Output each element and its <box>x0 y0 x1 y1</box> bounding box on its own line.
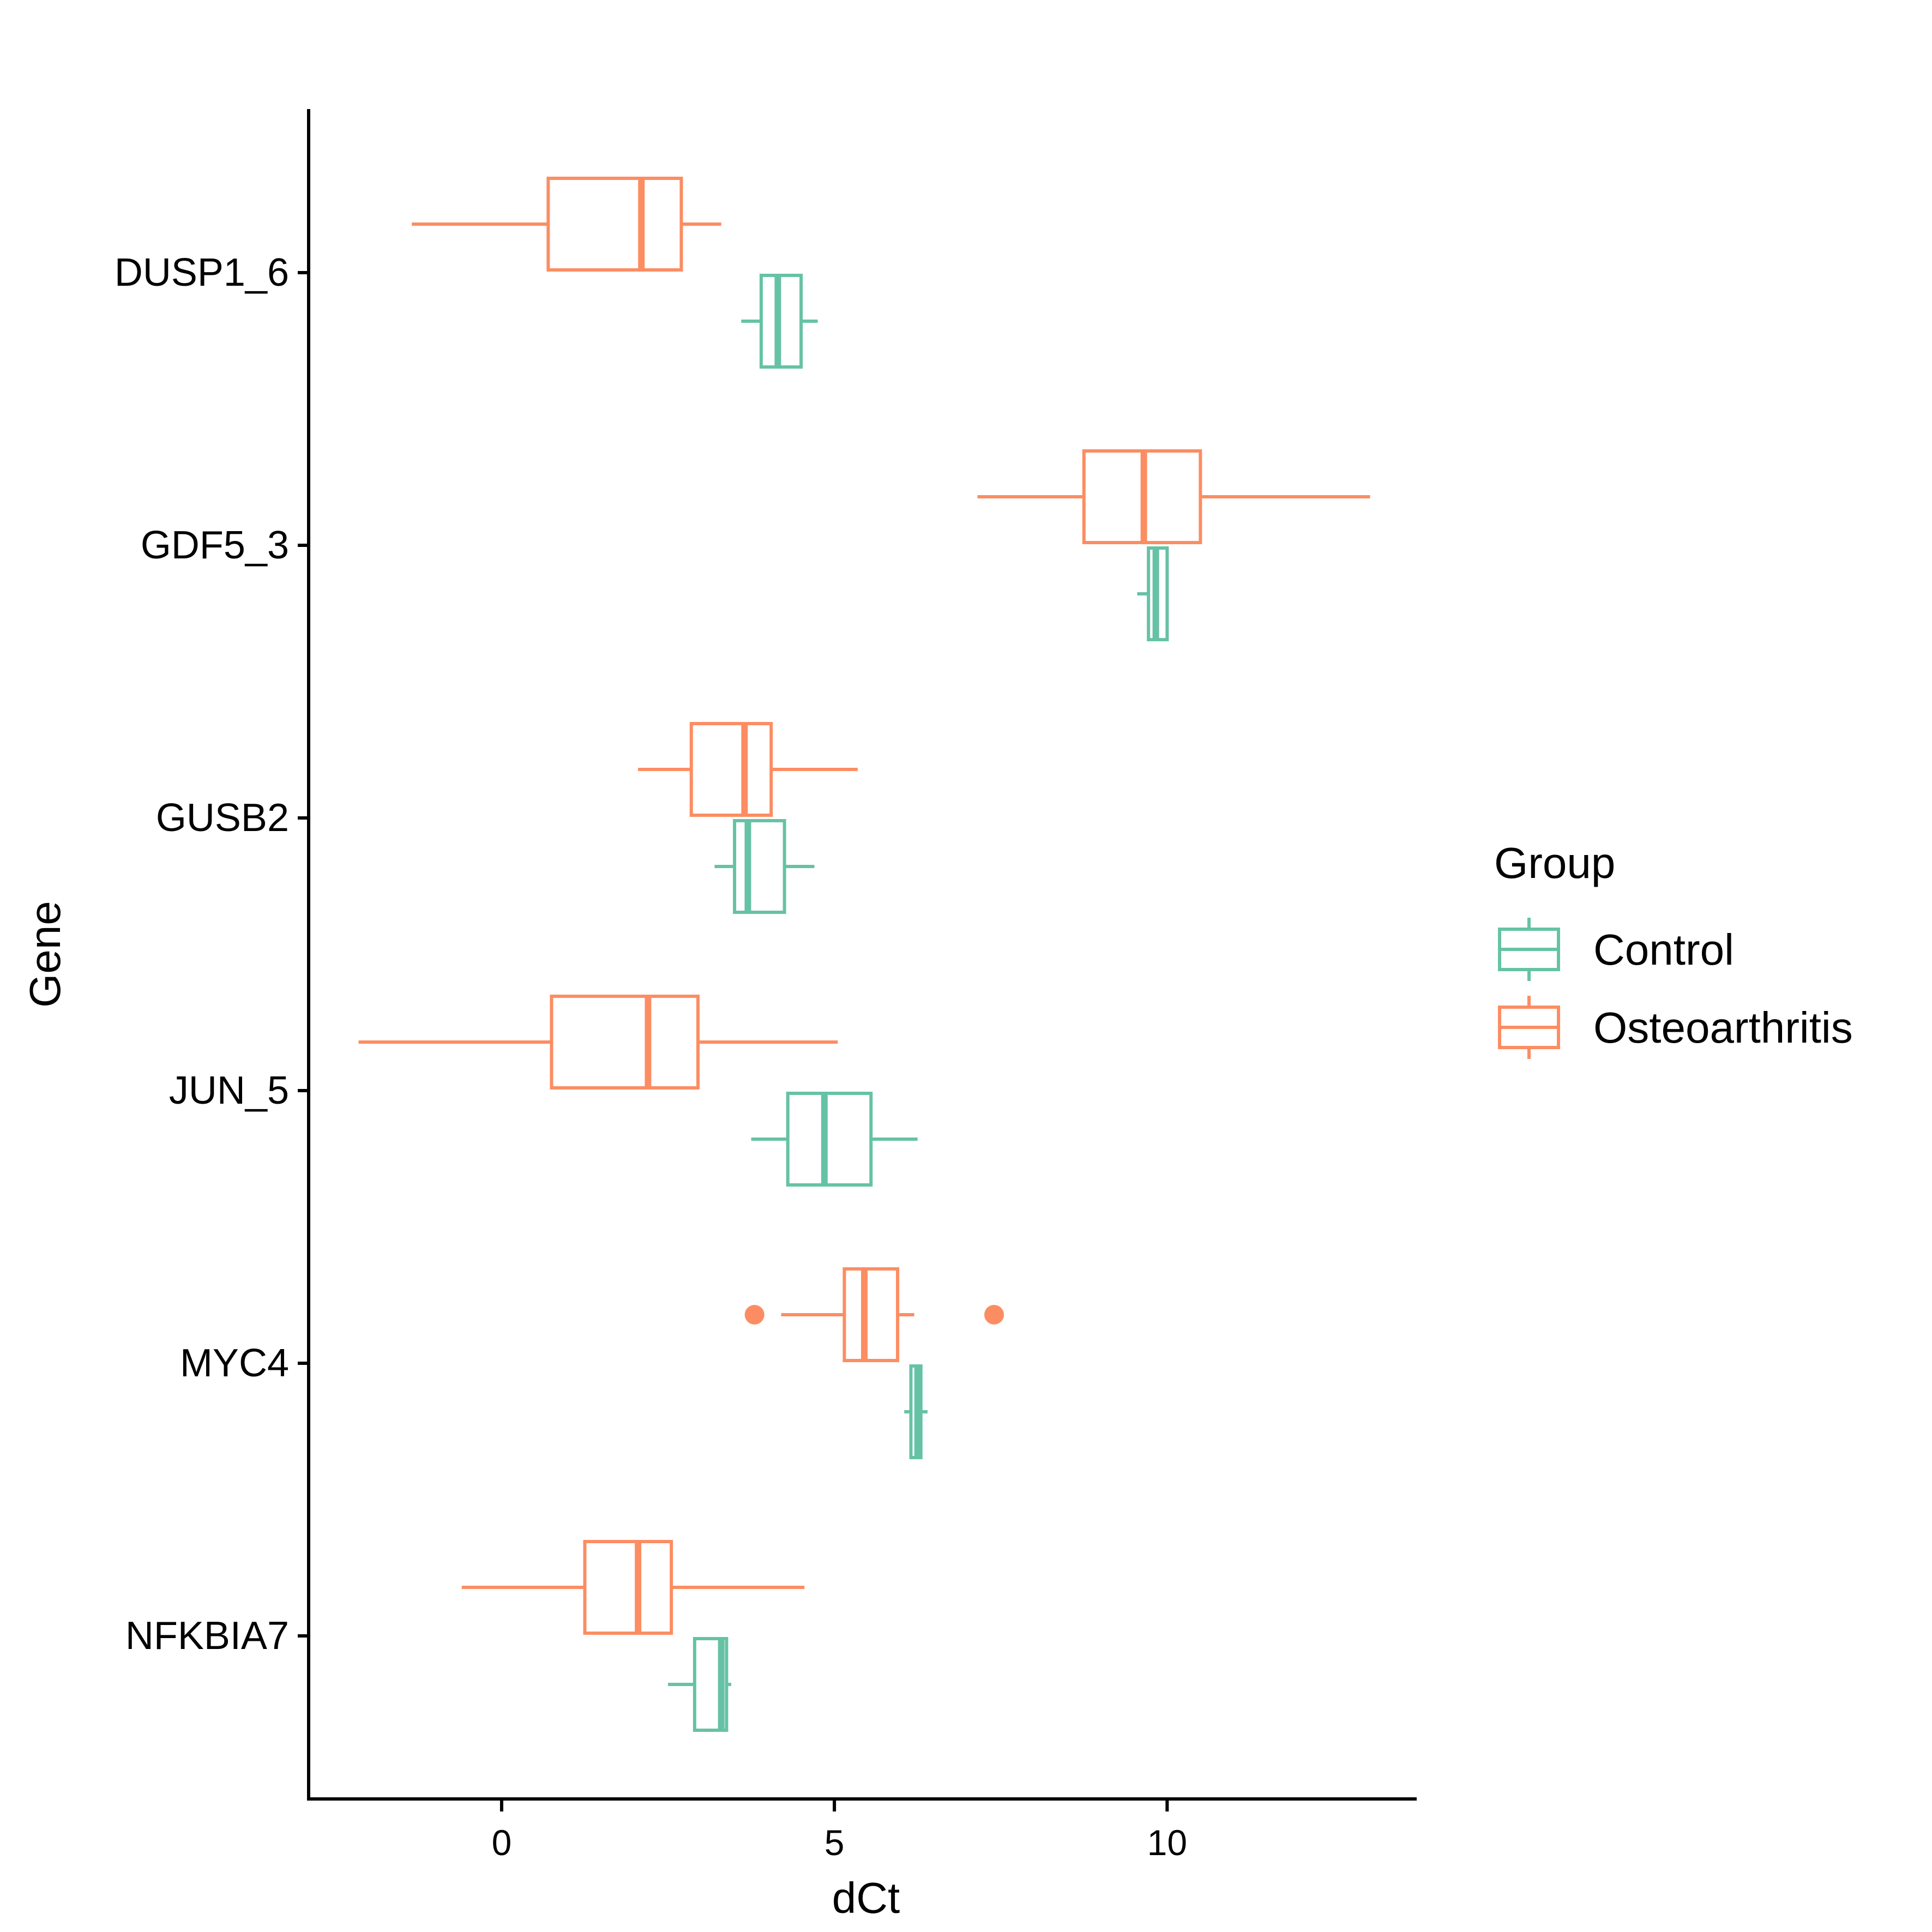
y-tick-label-jun_5: JUN_5 <box>169 1069 289 1112</box>
plot-area <box>358 177 1370 1732</box>
x-tick-label-0: 0 <box>492 1822 512 1863</box>
y-tick-label-dusp1_6: DUSP1_6 <box>115 251 289 294</box>
x-tick-label-10: 10 <box>1147 1822 1187 1863</box>
y-tick-label-myc4: MYC4 <box>180 1341 289 1385</box>
iqr-box-myc4-osteoarthritis <box>842 1267 900 1362</box>
iqr-box-dusp1-6-osteoarthritis <box>546 177 683 272</box>
box-gusb2-control <box>714 819 815 914</box>
legend-label-control: Control <box>1593 925 1734 974</box>
iqr-box-jun-5-osteoarthritis <box>550 995 700 1090</box>
box-nfkbia7-control <box>668 1637 731 1732</box>
outlier-myc4-osteoarthritis-0 <box>744 1305 765 1325</box>
box-gdf5-3-control <box>1137 546 1169 641</box>
box-myc4-osteoarthritis <box>744 1267 1004 1362</box>
x-axis-title: dCt <box>832 1874 900 1922</box>
box-jun-5-osteoarthritis <box>358 995 838 1090</box>
y-tick-label-gusb2: GUSB2 <box>156 796 289 840</box>
x-tick-label-5: 5 <box>824 1822 845 1863</box>
box-gusb2-osteoarthritis <box>638 722 858 817</box>
iqr-box-gusb2-osteoarthritis <box>689 722 773 817</box>
x-ticks: 0 5 10 <box>492 1801 1187 1863</box>
axes <box>307 109 1417 1801</box>
legend: Group Control Osteoarthritis <box>1494 839 1853 1059</box>
legend-item-control: Control <box>1498 918 1734 981</box>
y-tick-label-gdf5_3: GDF5_3 <box>141 523 289 567</box>
legend-item-osteoarthritis: Osteoarthritis <box>1498 996 1853 1059</box>
box-dusp1-6-control <box>741 274 818 369</box>
outlier-myc4-osteoarthritis-1 <box>984 1305 1004 1325</box>
legend-label-osteoarthritis: Osteoarthritis <box>1593 1003 1853 1052</box>
iqr-box-gusb2-control <box>733 819 786 914</box>
iqr-box-jun-5-control <box>786 1092 873 1187</box>
box-jun-5-control <box>751 1092 918 1187</box>
iqr-box-dusp1-6-control <box>759 274 803 369</box>
legend-title: Group <box>1494 839 1615 887</box>
box-myc4-control <box>904 1364 928 1459</box>
y-ticks: DUSP1_6 GDF5_3 GUSB2 JUN_5 MYC4 NFKBIA7 <box>115 251 309 1658</box>
iqr-box-nfkbia7-osteoarthritis <box>583 1540 673 1635</box>
y-axis-title: Gene <box>21 901 69 1008</box>
box-dusp1-6-osteoarthritis <box>412 177 721 272</box>
box-gdf5-3-osteoarthritis <box>977 449 1370 544</box>
box-nfkbia7-osteoarthritis <box>461 1540 805 1635</box>
y-tick-label-nfkbia7: NFKBIA7 <box>125 1614 289 1658</box>
